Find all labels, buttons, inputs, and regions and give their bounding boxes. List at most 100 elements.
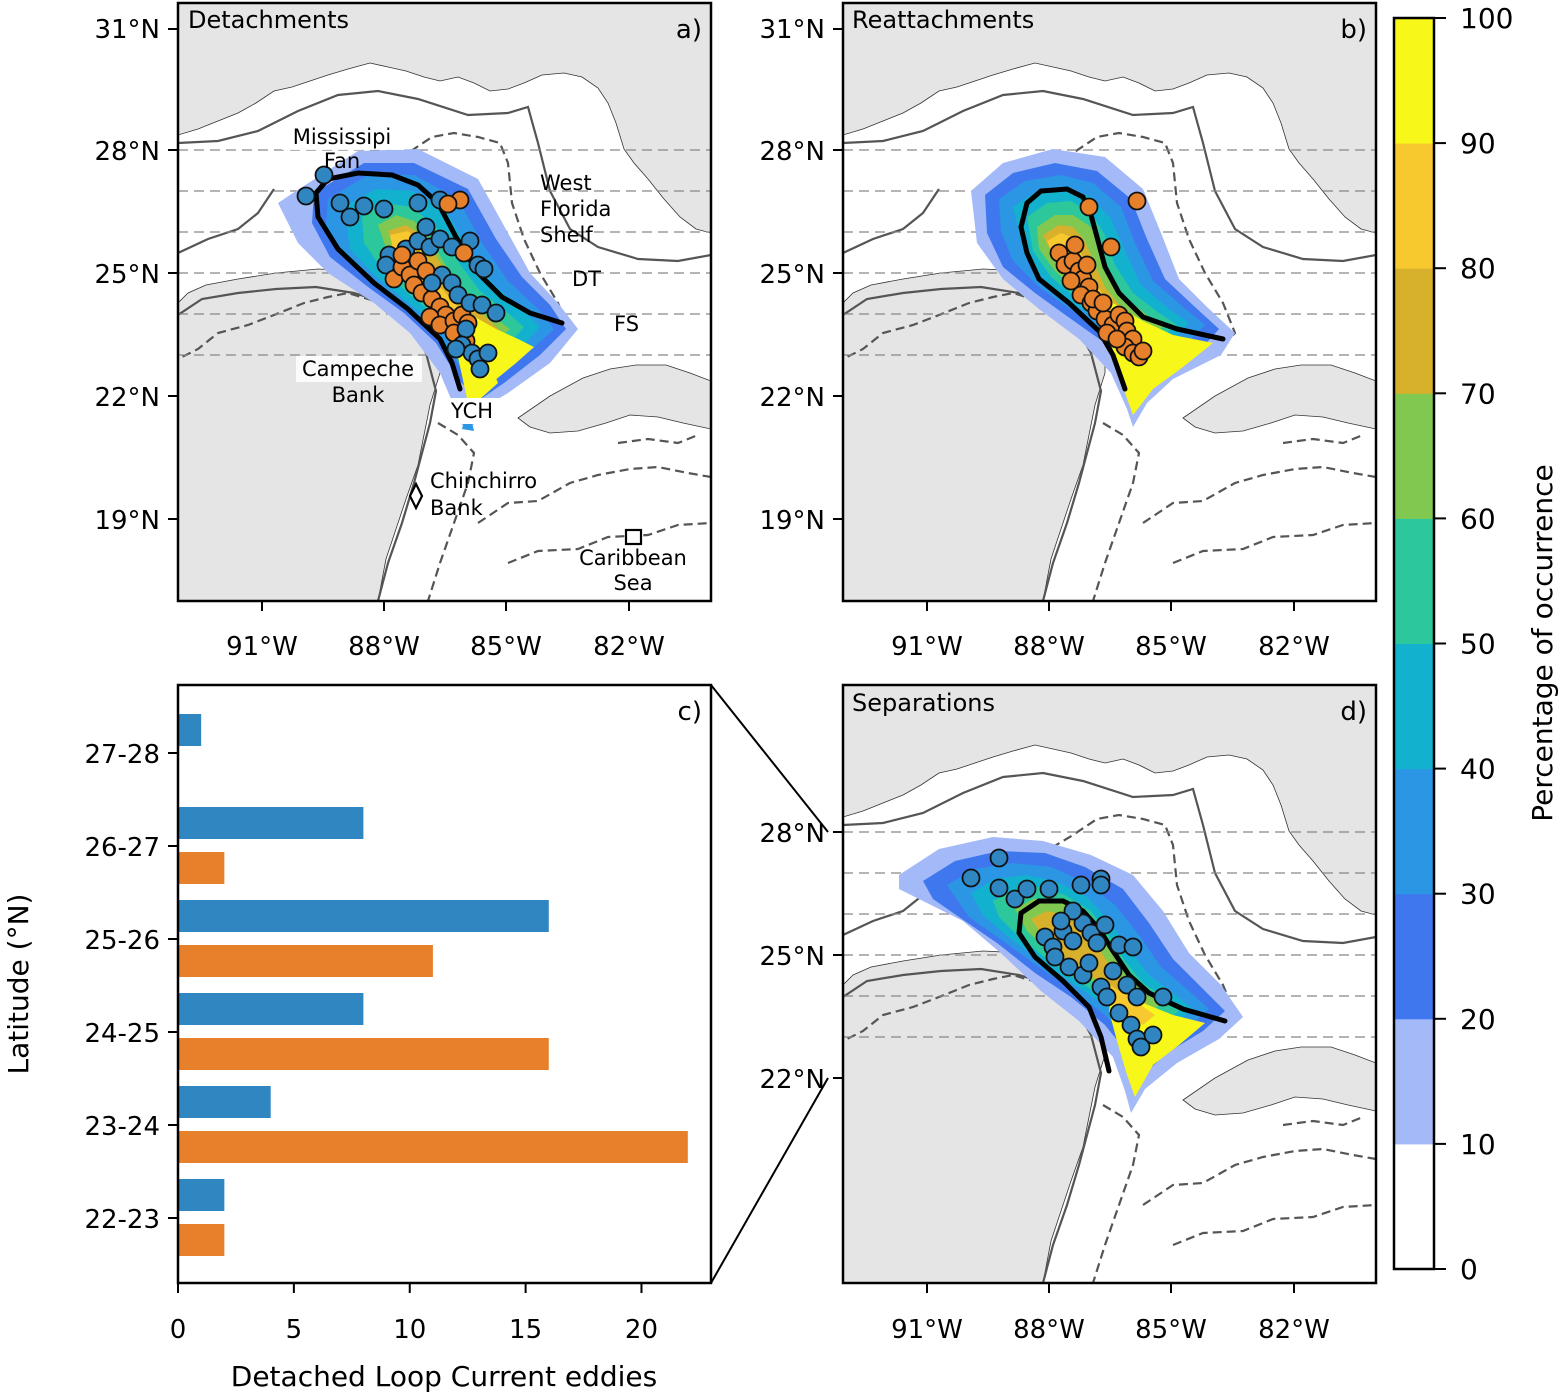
colorbar-band — [1394, 643, 1434, 770]
bar-blue-23-24 — [178, 1086, 271, 1118]
eddy-point-blue — [486, 303, 506, 323]
label-west: West — [540, 171, 592, 195]
y-axis-label: Latitude (°N) — [2, 894, 35, 1075]
eddy-point-blue — [416, 217, 436, 237]
label-shelf: Shelf — [540, 223, 593, 247]
lon-tick: 85°W — [1135, 1315, 1207, 1345]
caribbean-marker — [624, 528, 643, 546]
colorbar-band — [1394, 393, 1434, 519]
lat-tick: 22°N — [759, 1065, 825, 1095]
bar-orange-25-26 — [178, 945, 433, 977]
lon-tick: 91°W — [891, 632, 963, 662]
panel-d: Separations d) 28°N 25°N 22°N 91°W 88°W … — [759, 683, 1378, 1345]
label-dt: DT — [572, 267, 601, 291]
y-category-label: 27-28 — [84, 740, 160, 770]
colorbar-band — [1394, 268, 1434, 394]
mean-path-d — [1016, 898, 1228, 1074]
bar-blue-24-25 — [178, 993, 364, 1025]
panel-d-lon-axis: 91°W 88°W 85°W 82°W — [891, 1283, 1330, 1345]
eddy-point-blue — [1091, 875, 1111, 895]
panel-d-tag: d) — [1340, 697, 1367, 727]
y-category-label: 25-26 — [84, 926, 160, 956]
eddy-point-blue — [478, 343, 498, 363]
lat-tick: 22°N — [759, 383, 825, 413]
eddy-point-orange — [392, 245, 412, 265]
bar-orange-26-27 — [178, 852, 225, 884]
eddy-point-orange — [1127, 191, 1147, 211]
panel-b-frame — [841, 1, 1378, 603]
y-category-label: 24-25 — [84, 1019, 160, 1049]
y-category-label: 23-24 — [84, 1112, 160, 1142]
panel-a-title: Detachments — [188, 6, 349, 34]
lat-tick: 28°N — [759, 819, 825, 849]
bar-blue-26-27 — [178, 807, 364, 839]
x-axis-label: Detached Loop Current eddies — [231, 1360, 657, 1393]
panel-b-title: Reattachments — [852, 6, 1034, 34]
eddy-point-blue — [1109, 1003, 1129, 1023]
lat-tick: 31°N — [94, 15, 160, 45]
label-ych: YCH — [450, 399, 493, 423]
eddy-point-blue — [314, 165, 334, 185]
x-axis-ticks: 0 5 10 15 20 — [170, 1283, 658, 1345]
eddy-point-blue — [1131, 1037, 1151, 1057]
lon-tick: 88°W — [1013, 632, 1085, 662]
eddy-point-blue — [374, 199, 394, 219]
eddy-point-blue — [408, 193, 428, 213]
panel-a: Detachments a) Mississipi Fan West Flori… — [94, 1, 713, 662]
eddy-point-blue — [330, 193, 350, 213]
lon-tick: 91°W — [891, 1315, 963, 1345]
colorbar-band — [1394, 518, 1434, 644]
label-bank2: Bank — [430, 496, 484, 520]
bar-blue-27-28 — [178, 714, 202, 746]
eddy-point-blue — [1045, 947, 1065, 967]
eddy-point-blue — [1071, 875, 1091, 895]
colorbar-tick-label: 90 — [1460, 127, 1496, 160]
lat-tick: 25°N — [759, 260, 825, 290]
label-campeche: Campeche — [302, 357, 414, 381]
eddy-point-blue — [446, 339, 466, 359]
bar-blue-25-26 — [178, 900, 549, 932]
connector-top — [710, 684, 829, 833]
eddy-point-blue — [1097, 987, 1117, 1007]
panel-c-tag: c) — [678, 697, 702, 727]
eddy-point-blue — [1079, 953, 1099, 973]
panel-b-lon-axis: 91°W 88°W 85°W 82°W — [891, 601, 1330, 662]
connector-bottom — [710, 1077, 829, 1284]
eddy-point-blue — [474, 259, 494, 279]
panel-d-title: Separations — [852, 689, 995, 717]
panel-a-lat-axis: 31°N 28°N 25°N 22°N 19°N — [94, 15, 178, 536]
label-bank: Bank — [332, 383, 386, 407]
label-florida: Florida — [540, 197, 611, 221]
lat-tick: 19°N — [94, 506, 160, 536]
panel-a-tag: a) — [676, 15, 702, 45]
colorbar-band — [1394, 1018, 1434, 1145]
colorbar-tick-label: 20 — [1460, 1003, 1496, 1036]
eddy-point-orange — [454, 243, 474, 263]
bar-group — [178, 714, 688, 1256]
colorbar-tick-label: 40 — [1460, 753, 1496, 786]
label-mississipi: Mississipi — [293, 125, 392, 149]
label-chinchirro: Chinchirro — [430, 469, 537, 493]
lat-tick: 22°N — [94, 383, 160, 413]
eddy-point-blue — [1059, 957, 1079, 977]
eddy-point-blue — [1087, 933, 1107, 953]
eddy-point-blue — [1117, 975, 1137, 995]
bar-orange-22-23 — [178, 1224, 225, 1256]
colorbar-label: Percentage of occurrence — [1526, 464, 1559, 821]
eddy-point-orange — [1093, 293, 1113, 313]
panel-b: Reattachments b) 31°N 28°N 25°N 22°N 19°… — [759, 1, 1378, 662]
lon-tick: 82°W — [593, 632, 665, 662]
colorbar-tick-label: 60 — [1460, 502, 1496, 535]
label-fs: FS — [614, 312, 639, 336]
lon-tick: 91°W — [226, 632, 298, 662]
eddy-point-blue — [1039, 879, 1059, 899]
colorbar-band — [1394, 893, 1434, 1020]
eddy-point-blue — [296, 186, 316, 206]
y-category-label: 26-27 — [84, 833, 160, 863]
lat-tick: 25°N — [759, 942, 825, 972]
eddy-point-orange — [438, 194, 458, 214]
panel-a-lon-axis: 91°W 88°W 85°W 82°W — [226, 601, 665, 662]
eddy-point-orange — [1077, 255, 1097, 275]
eddy-point-blue — [1005, 889, 1025, 909]
